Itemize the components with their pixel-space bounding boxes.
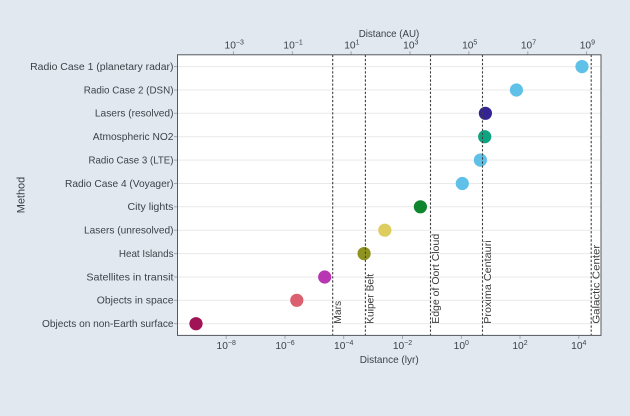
svg-text:Lasers (resolved): Lasers (resolved) xyxy=(95,109,174,120)
svg-text:Method: Method xyxy=(16,177,28,214)
svg-text:Radio Case 3 (LTE): Radio Case 3 (LTE) xyxy=(89,156,174,167)
svg-text:Radio Case 4 (Voyager): Radio Case 4 (Voyager) xyxy=(65,179,174,190)
svg-text:100: 100 xyxy=(454,340,469,352)
svg-text:Heat Islands: Heat Islands xyxy=(119,249,174,260)
svg-text:Distance (AU): Distance (AU) xyxy=(359,29,420,40)
svg-text:City lights: City lights xyxy=(128,202,174,213)
svg-text:10−3: 10−3 xyxy=(225,40,244,52)
svg-text:Mars: Mars xyxy=(333,301,344,324)
svg-text:Atmospheric NO2: Atmospheric NO2 xyxy=(93,132,174,143)
svg-text:10−8: 10−8 xyxy=(217,340,236,352)
svg-text:10−2: 10−2 xyxy=(393,340,412,352)
svg-text:Radio Case 2 (DSN): Radio Case 2 (DSN) xyxy=(84,85,174,96)
svg-text:Edge of Oort Cloud: Edge of Oort Cloud xyxy=(431,234,442,324)
svg-text:107: 107 xyxy=(521,40,536,52)
svg-text:Lasers (unresolved): Lasers (unresolved) xyxy=(84,226,174,237)
svg-text:Satellites in transit: Satellites in transit xyxy=(86,272,173,283)
svg-text:Objects in space: Objects in space xyxy=(97,296,174,307)
svg-text:Objects on non-Earth surface: Objects on non-Earth surface xyxy=(42,319,174,330)
svg-text:102: 102 xyxy=(512,340,527,352)
svg-text:Distance (lyr): Distance (lyr) xyxy=(360,355,419,366)
svg-text:Galactic Center: Galactic Center xyxy=(592,244,603,324)
svg-text:Proxima Centauri: Proxima Centauri xyxy=(483,240,494,324)
svg-text:109: 109 xyxy=(580,40,595,52)
svg-text:Kuiper Belt: Kuiper Belt xyxy=(366,274,377,324)
svg-text:104: 104 xyxy=(571,340,586,352)
svg-text:10−1: 10−1 xyxy=(283,40,302,52)
svg-text:103: 103 xyxy=(403,40,418,52)
svg-text:10−6: 10−6 xyxy=(275,340,294,352)
svg-text:105: 105 xyxy=(462,40,477,52)
svg-text:101: 101 xyxy=(344,40,359,52)
svg-text:Radio Case 1 (planetary radar): Radio Case 1 (planetary radar) xyxy=(30,62,173,73)
svg-text:10−4: 10−4 xyxy=(334,340,353,352)
